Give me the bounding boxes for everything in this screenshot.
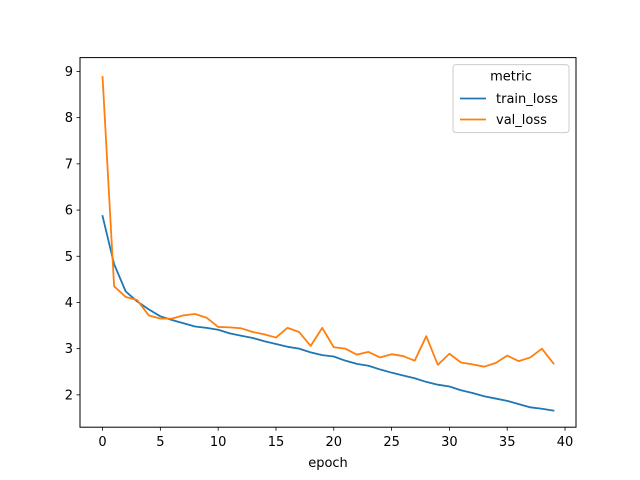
legend: metric train_loss val_loss <box>452 64 570 134</box>
y-axis: 2 3 4 5 6 7 8 9 <box>65 65 80 403</box>
x-tick-label: 20 <box>326 435 343 450</box>
x-tick-label: 25 <box>383 435 400 450</box>
x-tick-label: 5 <box>156 435 164 450</box>
legend-box <box>452 64 570 134</box>
x-tick-label: 15 <box>268 435 285 450</box>
x-tick-label: 0 <box>98 435 106 450</box>
axes-frame <box>79 57 577 428</box>
legend-label-train-loss: train_loss <box>496 92 558 107</box>
y-tick-label: 8 <box>65 111 73 126</box>
series-layer <box>101 76 555 412</box>
x-tick-label: 30 <box>441 435 458 450</box>
x-tick-label: 10 <box>210 435 227 450</box>
x-tick-label: 35 <box>499 435 516 450</box>
legend-entries: train_loss val_loss <box>460 92 558 128</box>
x-tick-label: 40 <box>557 435 574 450</box>
y-tick-label: 2 <box>65 388 73 403</box>
y-tick-label: 9 <box>65 65 73 80</box>
y-tick-label: 3 <box>65 342 73 357</box>
legend-label-val-loss: val_loss <box>496 113 547 128</box>
x-axis-label: epoch <box>308 456 348 471</box>
y-tick-label: 6 <box>65 204 73 219</box>
series-line-val-loss <box>101 76 555 368</box>
series-line-train-loss <box>101 214 555 412</box>
y-tick-label: 5 <box>65 250 73 265</box>
x-axis: 0 5 10 15 20 25 30 35 40 <box>98 427 573 450</box>
y-tick-label: 4 <box>65 296 73 311</box>
legend-title: metric <box>490 70 532 85</box>
y-tick-label: 7 <box>65 157 73 172</box>
